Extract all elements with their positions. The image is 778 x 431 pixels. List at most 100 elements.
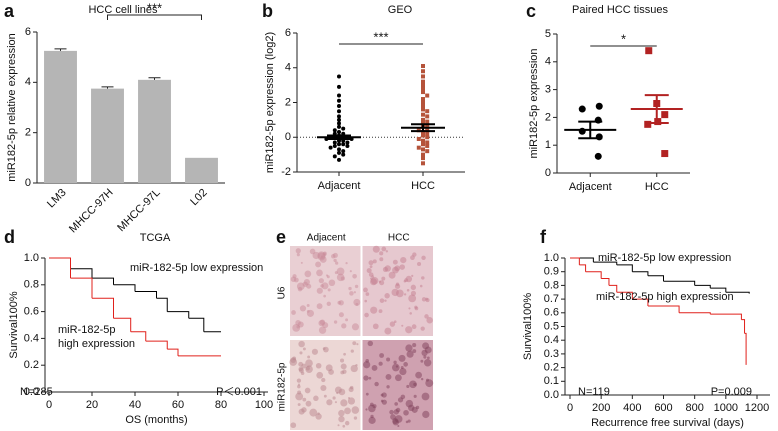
tissue-texture bbox=[379, 298, 385, 303]
x-tick-label: 0 bbox=[46, 399, 52, 411]
data-point bbox=[337, 74, 341, 79]
tissue-texture bbox=[370, 306, 378, 314]
y-tick-label: 0 bbox=[25, 177, 31, 189]
tissue-texture bbox=[409, 312, 412, 315]
series-label: miR-182-5p low expression bbox=[130, 262, 263, 274]
x-tick-label: 800 bbox=[685, 402, 703, 414]
tissue-texture bbox=[374, 381, 379, 387]
tissue-texture bbox=[420, 377, 424, 381]
data-point bbox=[421, 83, 425, 88]
tissue-texture bbox=[338, 409, 345, 417]
y-tick-label: 4 bbox=[285, 62, 291, 74]
tissue-texture bbox=[415, 405, 420, 410]
tissue-texture bbox=[340, 358, 345, 363]
survival-step bbox=[156, 297, 168, 312]
tissue-texture bbox=[305, 400, 312, 407]
tissue-texture bbox=[340, 399, 348, 407]
tissue-texture bbox=[323, 394, 327, 398]
tissue-texture bbox=[306, 309, 315, 317]
data-point bbox=[341, 126, 346, 131]
x-tick-label: 400 bbox=[623, 402, 641, 414]
tissue-texture bbox=[336, 273, 345, 282]
data-point bbox=[341, 149, 346, 154]
tissue-texture bbox=[293, 277, 299, 283]
tissue-texture bbox=[384, 299, 387, 302]
tissue-texture bbox=[338, 312, 344, 318]
data-point bbox=[337, 121, 341, 126]
tissue-texture bbox=[336, 267, 345, 276]
y-tick-label: 0.6 bbox=[24, 306, 39, 318]
tissue-texture bbox=[415, 371, 422, 379]
data-point bbox=[578, 127, 586, 135]
tissue-texture bbox=[381, 246, 387, 252]
tissue-texture bbox=[385, 250, 389, 253]
tissue-texture bbox=[365, 292, 370, 296]
y-tick-label: 1.0 bbox=[24, 252, 39, 264]
data-point bbox=[345, 140, 350, 145]
tissue-texture bbox=[320, 384, 327, 392]
annotation: N=119 bbox=[578, 386, 610, 398]
survival-step bbox=[579, 264, 587, 272]
survival-step bbox=[113, 284, 136, 292]
tissue-texture bbox=[334, 401, 337, 404]
tissue-texture bbox=[365, 392, 369, 396]
y-tick-label: 0.2 bbox=[544, 362, 559, 374]
data-point bbox=[337, 130, 341, 135]
survival-step bbox=[601, 278, 610, 286]
survival-step bbox=[188, 317, 205, 332]
significance-label: * bbox=[621, 31, 626, 46]
survival-step bbox=[663, 280, 696, 286]
tissue-texture bbox=[391, 363, 400, 372]
y-tick-label: 0.0 bbox=[544, 389, 559, 401]
tissue-texture bbox=[370, 276, 379, 285]
tissue-texture bbox=[412, 349, 417, 354]
tissue-texture bbox=[350, 349, 354, 353]
tissue-texture bbox=[336, 391, 339, 395]
tissue-texture bbox=[332, 396, 336, 400]
tissue-texture bbox=[411, 324, 417, 330]
data-point bbox=[421, 156, 425, 161]
data-point bbox=[328, 145, 333, 150]
tissue-texture bbox=[393, 320, 397, 324]
y-tick-label: 2 bbox=[285, 96, 291, 108]
y-tick-label: 2 bbox=[25, 127, 31, 139]
tissue-texture bbox=[381, 276, 386, 281]
survival-step bbox=[616, 264, 633, 272]
data-point bbox=[332, 140, 337, 145]
tissue-texture bbox=[311, 348, 318, 355]
tissue-texture bbox=[304, 270, 312, 278]
tissue-texture bbox=[349, 291, 354, 296]
tissue-texture bbox=[321, 377, 326, 383]
y-tick-label: 0.0 bbox=[24, 386, 39, 398]
bar bbox=[185, 157, 218, 183]
tissue-texture bbox=[297, 286, 303, 292]
tissue-texture bbox=[337, 424, 340, 427]
tissue-texture bbox=[369, 265, 373, 269]
tissue-texture bbox=[371, 275, 375, 278]
tissue-texture bbox=[423, 359, 432, 367]
tissue-texture bbox=[345, 318, 349, 322]
tissue-texture bbox=[341, 323, 347, 329]
x-tick-label: MHCC-97H bbox=[67, 187, 116, 236]
tissue-texture bbox=[422, 342, 430, 350]
x-tick-label: 200 bbox=[592, 402, 610, 414]
tissue-texture bbox=[316, 303, 323, 310]
tissue-texture bbox=[315, 261, 322, 268]
tissue-texture bbox=[296, 253, 300, 257]
survival-step bbox=[145, 340, 168, 350]
tissue-texture bbox=[326, 399, 333, 406]
tissue-texture bbox=[297, 384, 301, 389]
tissue-texture bbox=[299, 351, 303, 355]
data-point bbox=[425, 119, 430, 124]
survival-step bbox=[710, 313, 742, 320]
tissue-texture bbox=[372, 245, 380, 253]
survival-step bbox=[49, 257, 71, 279]
tissue-texture bbox=[382, 266, 388, 272]
tissue-texture bbox=[386, 357, 391, 362]
data-point bbox=[421, 97, 425, 102]
tissue-texture bbox=[316, 269, 323, 277]
data-point bbox=[337, 124, 341, 129]
x-tick-label: Adjacent bbox=[569, 181, 612, 193]
tissue-texture bbox=[306, 303, 310, 307]
tissue-texture bbox=[351, 323, 360, 331]
